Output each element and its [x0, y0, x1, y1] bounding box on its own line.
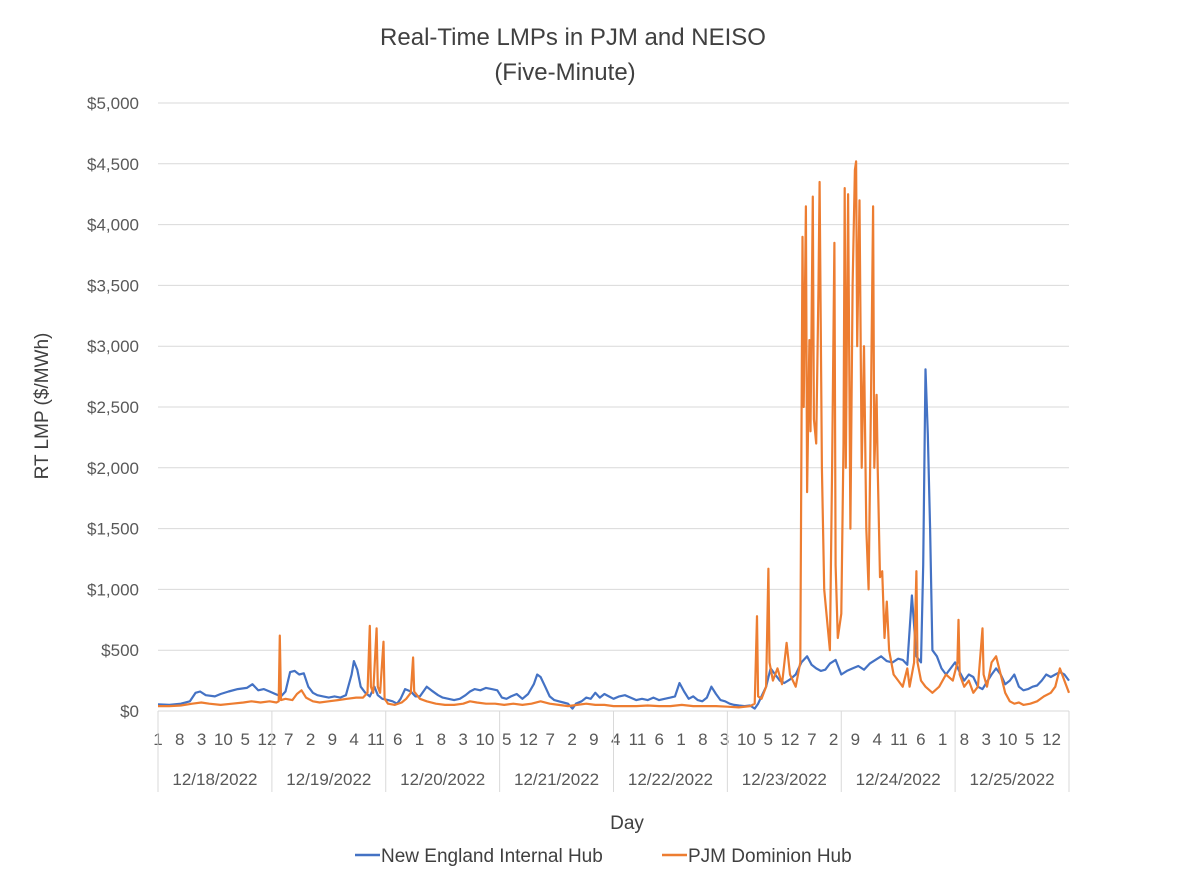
x-hour-label: 12 [519, 730, 538, 749]
x-hour-label: 1 [676, 730, 685, 749]
x-axis: 1 8 3 10 5 12 7 2 9 4 11 6 1 8 3 10 5 12 7 2 9 4 11 6 1 8 3 10 5 12 7 2… [153, 710, 1070, 792]
legend-label: New England Internal Hub [381, 846, 603, 867]
y-axis-title: RT LMP ($/MWh) [32, 333, 53, 480]
x-hour-label: 7 [284, 730, 293, 749]
x-hour-label: 11 [890, 730, 908, 749]
x-hour-label: 4 [611, 730, 620, 749]
x-hour-label: 10 [214, 730, 233, 749]
x-axis-title: Day [610, 813, 644, 834]
x-hour-label: 1 [938, 730, 947, 749]
x-hour-label: 9 [589, 730, 598, 749]
x-hour-label: 4 [872, 730, 881, 749]
x-hour-label: 11 [629, 730, 647, 749]
x-hour-label: 10 [999, 730, 1018, 749]
legend-label: PJM Dominion Hub [688, 846, 852, 867]
x-hour-label: 9 [851, 730, 860, 749]
x-hour-label: 2 [567, 730, 576, 749]
x-hour-label: 2 [306, 730, 315, 749]
x-hour-label: 12 [1042, 730, 1061, 749]
y-tick-label: $4,500 [87, 155, 139, 174]
x-day-label: 12/24/2022 [856, 770, 941, 789]
x-hour-label: 10 [475, 730, 494, 749]
x-hour-label: 8 [698, 730, 707, 749]
x-hour-label: 3 [197, 730, 206, 749]
x-hour-label: 5 [1025, 730, 1034, 749]
y-tick-label: $4,000 [87, 216, 139, 235]
x-hour-label: 7 [546, 730, 555, 749]
y-tick-label: $0 [120, 702, 139, 721]
x-day-label: 12/21/2022 [514, 770, 599, 789]
x-hour-label: 12 [781, 730, 800, 749]
gridlines [158, 102, 1069, 651]
x-hour-label: 6 [916, 730, 925, 749]
x-hour-label: 7 [807, 730, 816, 749]
chart-subtitle: (Five-Minute) [494, 59, 635, 86]
x-day-label: 12/23/2022 [742, 770, 827, 789]
x-hour-label: 11 [367, 730, 385, 749]
x-day-label: 12/18/2022 [172, 770, 257, 789]
series-lines [157, 160, 1071, 710]
x-hour-label: 3 [720, 730, 729, 749]
x-hour-label: 5 [764, 730, 773, 749]
x-day-label: 12/25/2022 [970, 770, 1055, 789]
x-hour-label: 8 [437, 730, 446, 749]
x-hour-label: 4 [349, 730, 358, 749]
x-hour-label: 5 [502, 730, 511, 749]
y-tick-label: $2,500 [87, 398, 139, 417]
x-hour-label: 8 [960, 730, 969, 749]
legend: New England Internal Hub PJM Dominion Hub [355, 846, 852, 867]
y-tick-label: $3,000 [87, 337, 139, 356]
y-axis-ticks: $0 $500 $1,000 $1,500 $2,000 $2,500 $3,000 $3,5… [87, 94, 139, 721]
series-line-0 [157, 368, 1070, 710]
y-tick-label: $3,500 [87, 276, 139, 295]
chart-title: Real-Time LMPs in PJM and NEISO [380, 24, 766, 51]
x-hour-label: 5 [240, 730, 249, 749]
chart-title-group: Real-Time LMPs in PJM and NEISO (Five-Mi… [380, 24, 766, 86]
y-tick-label: $1,000 [87, 580, 139, 599]
x-hour-label: 1 [415, 730, 424, 749]
x-hour-label: 3 [458, 730, 467, 749]
x-day-label: 12/19/2022 [286, 770, 371, 789]
y-tick-label: $1,500 [87, 520, 139, 539]
x-day-label: 12/20/2022 [400, 770, 485, 789]
y-tick-label: $5,000 [87, 94, 139, 113]
y-tick-label: $500 [101, 641, 139, 660]
x-hour-label: 12 [258, 730, 277, 749]
x-hour-label: 2 [829, 730, 838, 749]
x-hour-label: 3 [981, 730, 990, 749]
x-day-label: 12/22/2022 [628, 770, 713, 789]
x-hour-label: 8 [175, 730, 184, 749]
series-line-1 [158, 160, 1071, 709]
x-hour-label: 9 [328, 730, 337, 749]
y-tick-label: $2,000 [87, 459, 139, 478]
x-hour-label: 6 [393, 730, 402, 749]
x-hour-label: 10 [737, 730, 756, 749]
x-hour-label: 6 [655, 730, 664, 749]
